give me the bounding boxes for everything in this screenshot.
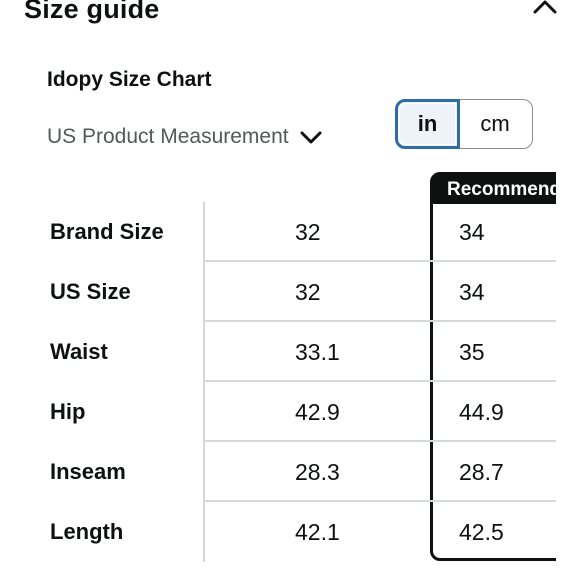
recommended-size-cell: 44.9 [459, 399, 504, 425]
recommended-size-cell: 34 [459, 279, 485, 305]
unit-in-label: in [417, 111, 438, 136]
recommended-size-cell: 42.5 [459, 519, 504, 545]
table-row: Waist 33.1 35 [0, 322, 556, 382]
size-cell: 42.9 [295, 399, 340, 425]
table-row: US Size 32 34 [0, 262, 556, 322]
size-table: Recommended Brand Size 32 34 US Size 32 … [0, 170, 556, 570]
size-cell: 32 [295, 279, 321, 305]
chevron-down-icon [300, 131, 322, 144]
unit-cm-label: cm [480, 111, 510, 136]
recommended-header-label: Recommended [447, 179, 556, 200]
table-row: Inseam 28.3 28.7 [0, 442, 556, 502]
row-label: Waist [50, 339, 108, 364]
row-label: US Size [50, 279, 131, 304]
size-guide-header-title: Size guide [24, 0, 160, 24]
size-cell: 28.3 [295, 459, 340, 485]
recommended-size-cell: 35 [459, 339, 485, 365]
recommended-column: Recommended [430, 172, 556, 561]
size-chart-title: Idopy Size Chart [47, 68, 212, 91]
size-cell: 42.1 [295, 519, 340, 545]
row-label: Inseam [50, 459, 126, 484]
row-divider [205, 440, 556, 442]
column-divider [203, 202, 205, 562]
row-divider [205, 260, 556, 262]
recommended-size-cell: 34 [459, 219, 485, 245]
unit-in-button[interactable]: in [395, 99, 460, 149]
measurement-dropdown[interactable]: US Product Measurement [47, 123, 323, 151]
collapse-button[interactable] [530, 0, 560, 18]
row-divider [205, 380, 556, 382]
unit-toggle: in cm [395, 99, 533, 149]
measurement-dropdown-label: US Product Measurement [47, 125, 289, 148]
unit-cm-button[interactable]: cm [458, 99, 533, 149]
table-row: Length 42.1 42.5 [0, 502, 556, 562]
size-cell: 32 [295, 219, 321, 245]
row-label: Brand Size [50, 219, 164, 244]
row-divider [205, 500, 556, 502]
recommended-size-cell: 28.7 [459, 459, 504, 485]
chevron-up-icon [533, 0, 557, 14]
size-cell: 33.1 [295, 339, 340, 365]
table-row: Brand Size 32 34 [0, 202, 556, 262]
recommended-header: Recommended [433, 175, 556, 204]
row-divider [205, 320, 556, 322]
row-label: Length [50, 519, 124, 544]
row-label: Hip [50, 399, 86, 424]
table-row: Hip 42.9 44.9 [0, 382, 556, 442]
